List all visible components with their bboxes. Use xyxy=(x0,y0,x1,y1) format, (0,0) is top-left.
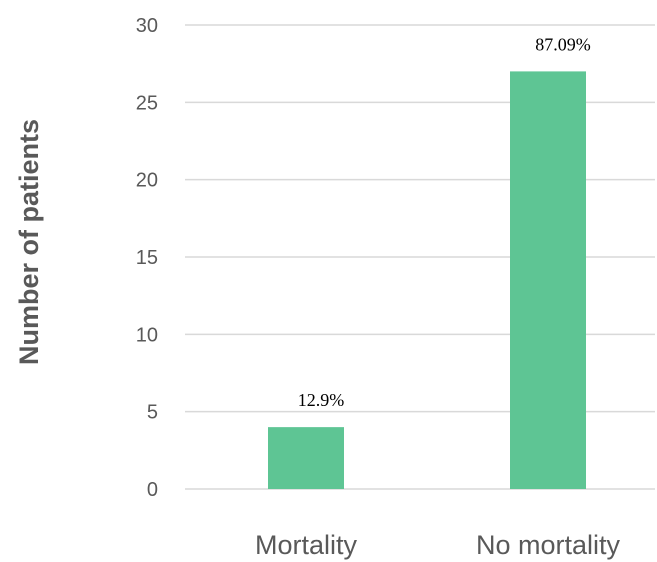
y-tick-label: 0 xyxy=(147,479,158,501)
gridlines xyxy=(185,24,655,490)
y-tick-label: 30 xyxy=(136,15,158,37)
y-tick-label: 10 xyxy=(136,324,158,346)
y-tick-label: 15 xyxy=(136,247,158,269)
bar-mortality xyxy=(268,427,344,489)
bar-no-mortality xyxy=(510,71,586,490)
x-category-label: Mortality xyxy=(255,530,358,560)
x-axis-categories: Mortality No mortality xyxy=(255,530,621,560)
x-category-label: No mortality xyxy=(476,530,621,560)
y-tick-label: 20 xyxy=(136,170,158,192)
y-tick-label: 25 xyxy=(136,92,158,114)
data-label: 87.09% xyxy=(535,34,591,54)
data-label: 12.9% xyxy=(298,390,345,410)
y-axis-title: Number of patients xyxy=(14,119,44,365)
y-tick-label: 5 xyxy=(147,402,158,424)
data-labels: 12.9% 87.09% xyxy=(298,34,591,410)
bars xyxy=(268,71,586,490)
y-axis-ticks: 0 5 10 15 20 25 30 xyxy=(136,15,158,501)
